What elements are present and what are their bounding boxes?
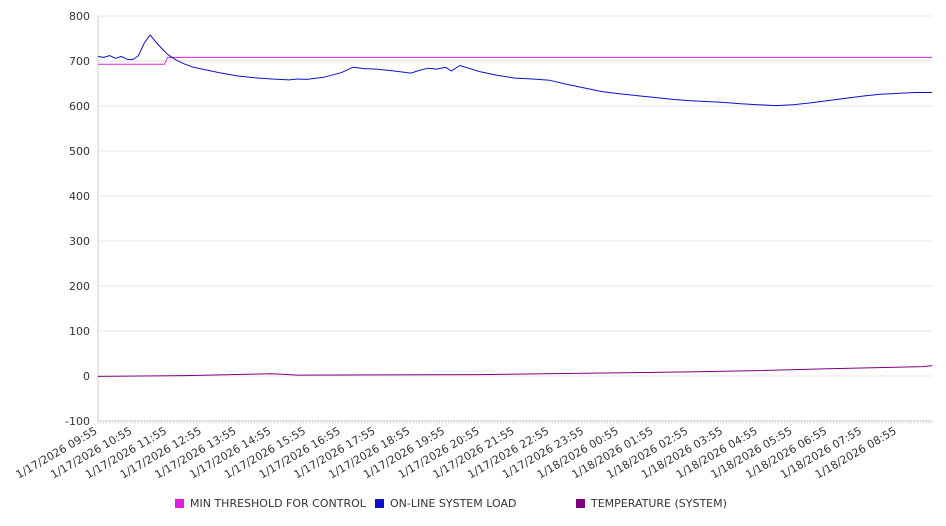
legend-item[interactable]: TEMPERATURE (SYSTEM): [576, 497, 727, 510]
series-lines: [97, 34, 933, 377]
legend-item[interactable]: ON-LINE SYSTEM LOAD: [375, 497, 516, 510]
y-tick-label: 200: [69, 280, 90, 293]
series-line-2: [97, 365, 933, 377]
y-tick-label: 400: [69, 190, 90, 203]
y-tick-label: 300: [69, 235, 90, 248]
legend-swatch: [576, 499, 585, 508]
x-axis: 1/17/2026 09:551/17/2026 10:551/17/2026 …: [14, 420, 933, 481]
y-tick-label: 0: [83, 370, 90, 383]
gridlines: [98, 15, 932, 422]
y-tick-label: 700: [69, 55, 90, 68]
legend-swatch: [175, 499, 184, 508]
y-axis: 800 700 600 500 400 300 200 100 0 -100: [65, 10, 99, 428]
series-line-0: [98, 56, 932, 65]
series-line-1: [97, 34, 932, 107]
y-tick-label: -100: [65, 415, 90, 428]
legend-item[interactable]: MIN THRESHOLD FOR CONTROL: [175, 497, 366, 510]
y-tick-label: 600: [69, 100, 90, 113]
y-tick-label: 800: [69, 10, 90, 23]
legend-label: ON-LINE SYSTEM LOAD: [390, 497, 517, 510]
legend-label: TEMPERATURE (SYSTEM): [591, 497, 727, 510]
y-tick-label: 500: [69, 145, 90, 158]
legend-label: MIN THRESHOLD FOR CONTROL: [190, 497, 366, 510]
y-tick-label: 100: [69, 325, 90, 338]
legend-swatch: [375, 499, 384, 508]
legend: MIN THRESHOLD FOR CONTROL ON-LINE SYSTEM …: [0, 497, 946, 515]
